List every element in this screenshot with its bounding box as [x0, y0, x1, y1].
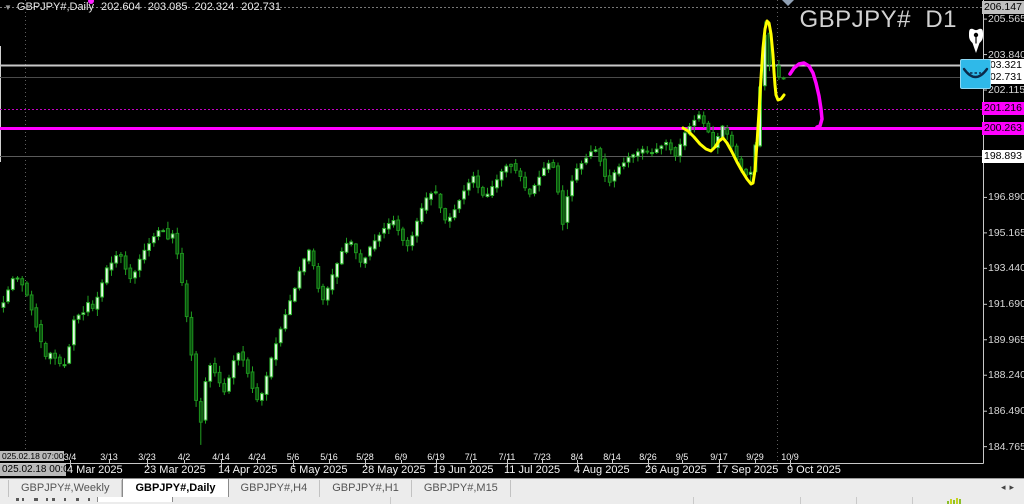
time-tick-major: 9 Oct 2025: [787, 464, 841, 476]
time-tick-minor: 5/28: [356, 452, 374, 462]
symbol-watermark: GBPJPY# D1: [799, 6, 957, 33]
time-tick-minor: 4/14: [212, 452, 230, 462]
status-strip: [0, 497, 1024, 504]
time-tick-major: 19 Jun 2025: [433, 464, 494, 476]
chart-title-symbol: GBPJPY#,Daily: [16, 1, 94, 13]
candles: [1, 21, 786, 445]
chart-tab-bar: GBPJPY#,Weekly GBPJPY#,Daily GBPJPY#,H4 GBP…: [0, 478, 1024, 497]
statusbar-text-sliver: [64, 498, 66, 501]
tab-gbpjpy-m15[interactable]: GBPJPY#,M15: [412, 480, 511, 497]
statusbar-text-sliver: [16, 498, 19, 501]
statusbar-text-sliver: [22, 498, 24, 501]
price-label-box: 206.147: [982, 0, 1024, 14]
time-tick-minor: 4/24: [248, 452, 266, 462]
price-tick-label: 186.490: [988, 405, 1024, 418]
tab-gbpjpy-h1[interactable]: GBPJPY#,H1: [320, 480, 412, 497]
statusbar-separator: [390, 497, 391, 504]
time-tick-minor: 8/14: [603, 452, 621, 462]
time-tick-minor: 8/26: [639, 452, 657, 462]
time-tick-major: 28 May 2025: [362, 464, 426, 476]
time-tick-minor: 5/6: [286, 452, 300, 462]
ohlc-high: 203.085: [147, 1, 188, 13]
time-tick-minor: 9/17: [710, 452, 728, 462]
time-tick-minor: 4/2: [177, 452, 191, 462]
collapse-triangle-icon[interactable]: ▼: [4, 2, 12, 12]
price-tick-label: 191.690: [988, 298, 1024, 311]
time-tick-major: 11 Jul 2025: [504, 464, 561, 476]
time-tick-minor: 6/9: [394, 452, 408, 462]
time-tick-minor: 8/4: [570, 452, 584, 462]
vline-date-box: 025.02.18 07:00: [0, 451, 64, 461]
price-tick-label: 205.565: [988, 13, 1024, 26]
time-tick-major: 4 Aug 2025: [574, 464, 630, 476]
chart-title: ▼ GBPJPY#,Daily 202.604 203.085 202.324 …: [4, 1, 281, 13]
time-tick-major: 14 Apr 2025: [218, 464, 278, 476]
tab-gbpjpy-h4[interactable]: GBPJPY#,H4: [229, 480, 321, 497]
tab-gbpjpy-daily[interactable]: GBPJPY#,Daily: [122, 478, 229, 497]
axis-tick-marks: [70, 18, 987, 467]
chart-shift-marker-icon[interactable]: [782, 0, 794, 6]
statusbar-text-sliver: [46, 498, 48, 501]
time-tick-minor: 5/16: [320, 452, 338, 462]
magenta-projection-drawing[interactable]: [788, 61, 824, 129]
chart-tool-button[interactable]: [960, 59, 991, 89]
time-tick-minor: 9/5: [675, 452, 689, 462]
price-tick-label: 196.890: [988, 191, 1024, 204]
ohlc-close: 202.731: [241, 1, 282, 13]
tab-scroll-left-icon[interactable]: ◂: [1000, 482, 1010, 492]
time-tick-major: 23 Mar 2025: [144, 464, 206, 476]
vertical-separators: [0, 0, 778, 463]
time-tick-minor: 7/23: [533, 452, 551, 462]
price-label-box: 200.263: [982, 121, 1024, 135]
time-tick-minor: 3/13: [100, 452, 118, 462]
price-label-box: 202.731: [982, 70, 1024, 84]
time-tick-minor: 10/9: [781, 452, 799, 462]
statusbar-separator: [800, 497, 801, 504]
statusbar-separator: [693, 497, 694, 504]
pen-nib-icon: [969, 28, 983, 53]
price-tick-label: 202.115: [988, 84, 1024, 97]
time-tick-minor: 3/4: [63, 452, 77, 462]
time-tick-major: 4 Mar 2025: [67, 464, 123, 476]
active-tab-notch: [97, 497, 173, 502]
price-tick-label: 195.165: [988, 226, 1024, 239]
tab-scroll-right-icon[interactable]: ▸: [1009, 482, 1018, 492]
time-tick-major: 17 Sep 2025: [716, 464, 779, 476]
ohlc-open: 202.604: [100, 1, 141, 13]
price-label-box: 203.321: [982, 58, 1024, 72]
smile-curve-icon: [962, 67, 989, 79]
time-tick-minor: 7/1: [464, 452, 478, 462]
price-tick-label: 184.765: [988, 440, 1024, 453]
statusbar-text-sliver: [52, 498, 55, 501]
price-label-box: 201.216: [982, 102, 1024, 115]
statusbar-separator: [912, 497, 913, 504]
statusbar-separator: [856, 497, 857, 504]
connection-bars-icon: [947, 497, 962, 504]
time-tick-minor: 7/11: [498, 452, 516, 462]
price-tick-label: 188.240: [988, 369, 1024, 382]
time-tick-major: 6 May 2025: [290, 464, 348, 476]
vline-date-box: 025.02.18 00:00: [0, 464, 66, 476]
tab-gbpjpy-weekly[interactable]: GBPJPY#,Weekly: [8, 480, 123, 497]
time-tick-minor: 9/29: [746, 452, 764, 462]
statusbar-text-sliver: [76, 498, 79, 501]
price-tick-label: 189.965: [988, 333, 1024, 346]
statusbar-text-sliver: [88, 498, 90, 501]
price-tick-label: 203.840: [988, 48, 1024, 61]
yellow-projection-drawing[interactable]: [681, 19, 786, 186]
statusbar-text-sliver: [34, 498, 38, 501]
time-tick-major: 26 Aug 2025: [645, 464, 707, 476]
ohlc-low: 202.324: [194, 1, 235, 13]
price-tick-label: 193.440: [988, 262, 1024, 275]
tab-scroll-arrows[interactable]: ◂▸: [1001, 482, 1018, 493]
price-label-box: 198.893: [982, 149, 1024, 163]
time-tick-minor: 3/23: [138, 452, 156, 462]
time-tick-minor: 6/19: [427, 452, 445, 462]
